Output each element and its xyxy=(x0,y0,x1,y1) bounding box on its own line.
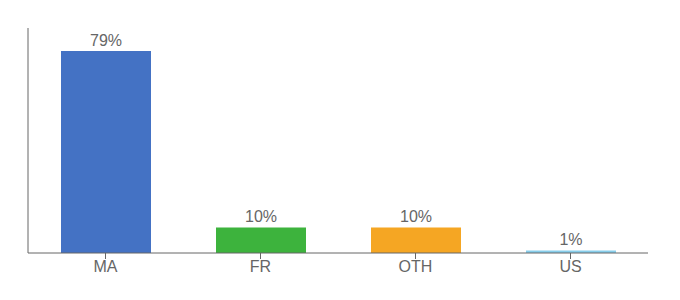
svg-text:US: US xyxy=(559,258,581,275)
svg-text:FR: FR xyxy=(250,258,271,275)
svg-text:10%: 10% xyxy=(245,208,277,225)
svg-text:10%: 10% xyxy=(400,208,432,225)
svg-text:79%: 79% xyxy=(90,32,122,49)
svg-text:OTH: OTH xyxy=(399,258,433,275)
svg-text:1%: 1% xyxy=(559,231,582,248)
svg-text:MA: MA xyxy=(94,258,118,275)
